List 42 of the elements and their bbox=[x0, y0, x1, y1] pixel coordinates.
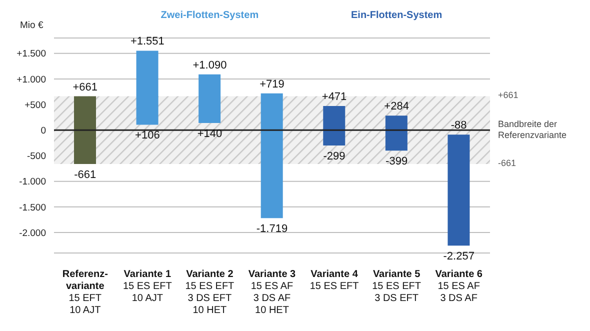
x-tick-label: Variante 6 15 ES AF 3 DS AF bbox=[435, 269, 483, 304]
annotation: +284 bbox=[384, 100, 409, 113]
y-tick-label: +1.000 bbox=[16, 74, 46, 86]
text: -661 bbox=[498, 158, 516, 168]
annotation: -661 bbox=[74, 168, 96, 181]
annotation: +719 bbox=[260, 78, 284, 90]
bar bbox=[323, 106, 346, 146]
text: +661 bbox=[498, 90, 518, 100]
bar bbox=[198, 74, 221, 123]
bar bbox=[260, 93, 283, 218]
annotation: -299 bbox=[323, 150, 346, 162]
annotation: +140 bbox=[197, 128, 222, 140]
y-tick-label: +500 bbox=[24, 100, 46, 111]
y-tick-label: -2.000 bbox=[19, 228, 46, 239]
y-tick-label: +1.500 bbox=[16, 48, 46, 60]
y-tick-label: -500 bbox=[26, 151, 46, 162]
text: Zwei-Flotten-System bbox=[160, 10, 260, 21]
annotation: +1.090 bbox=[192, 59, 227, 72]
band-label: Bandbreite der Referenzvariante bbox=[498, 119, 568, 142]
x-tick-label: Referenz- variante 15 EFT 10 AJT bbox=[62, 269, 108, 316]
bar bbox=[385, 116, 408, 151]
x-tick-label: Variante 5 15 ES EFT 3 DS EFT bbox=[372, 269, 422, 304]
annotation: +1.551 bbox=[130, 36, 164, 48]
bar bbox=[448, 134, 470, 246]
annotation: +661 bbox=[72, 81, 98, 94]
annotation: -2.257 bbox=[443, 250, 474, 262]
y-axis-title: Mio € bbox=[20, 20, 44, 31]
x-tick-label: Variante 4 15 ES EFT bbox=[310, 269, 359, 292]
annotation: -1.719 bbox=[256, 222, 288, 235]
annotation: -88 bbox=[450, 120, 467, 132]
bar bbox=[136, 50, 158, 125]
bar bbox=[74, 96, 96, 164]
annotation: +106 bbox=[135, 130, 160, 142]
x-tick-label: Variante 3 15 ES AF 3 DS AF 10 HET bbox=[248, 269, 296, 316]
y-tick-label: -1.500 bbox=[19, 202, 46, 214]
y-tick-label: 0 bbox=[40, 126, 46, 137]
text: Ein-Flotten-System bbox=[350, 10, 444, 21]
x-tick-label: Variante 2 15 ES EFT 3 DS EFT 10 HET bbox=[185, 269, 234, 316]
x-tick-label: Variante 1 15 ES EFT 10 AJT bbox=[122, 269, 172, 304]
annotation: -399 bbox=[386, 155, 408, 168]
y-tick-label: -1.000 bbox=[19, 176, 46, 188]
annotation: +471 bbox=[322, 91, 347, 104]
